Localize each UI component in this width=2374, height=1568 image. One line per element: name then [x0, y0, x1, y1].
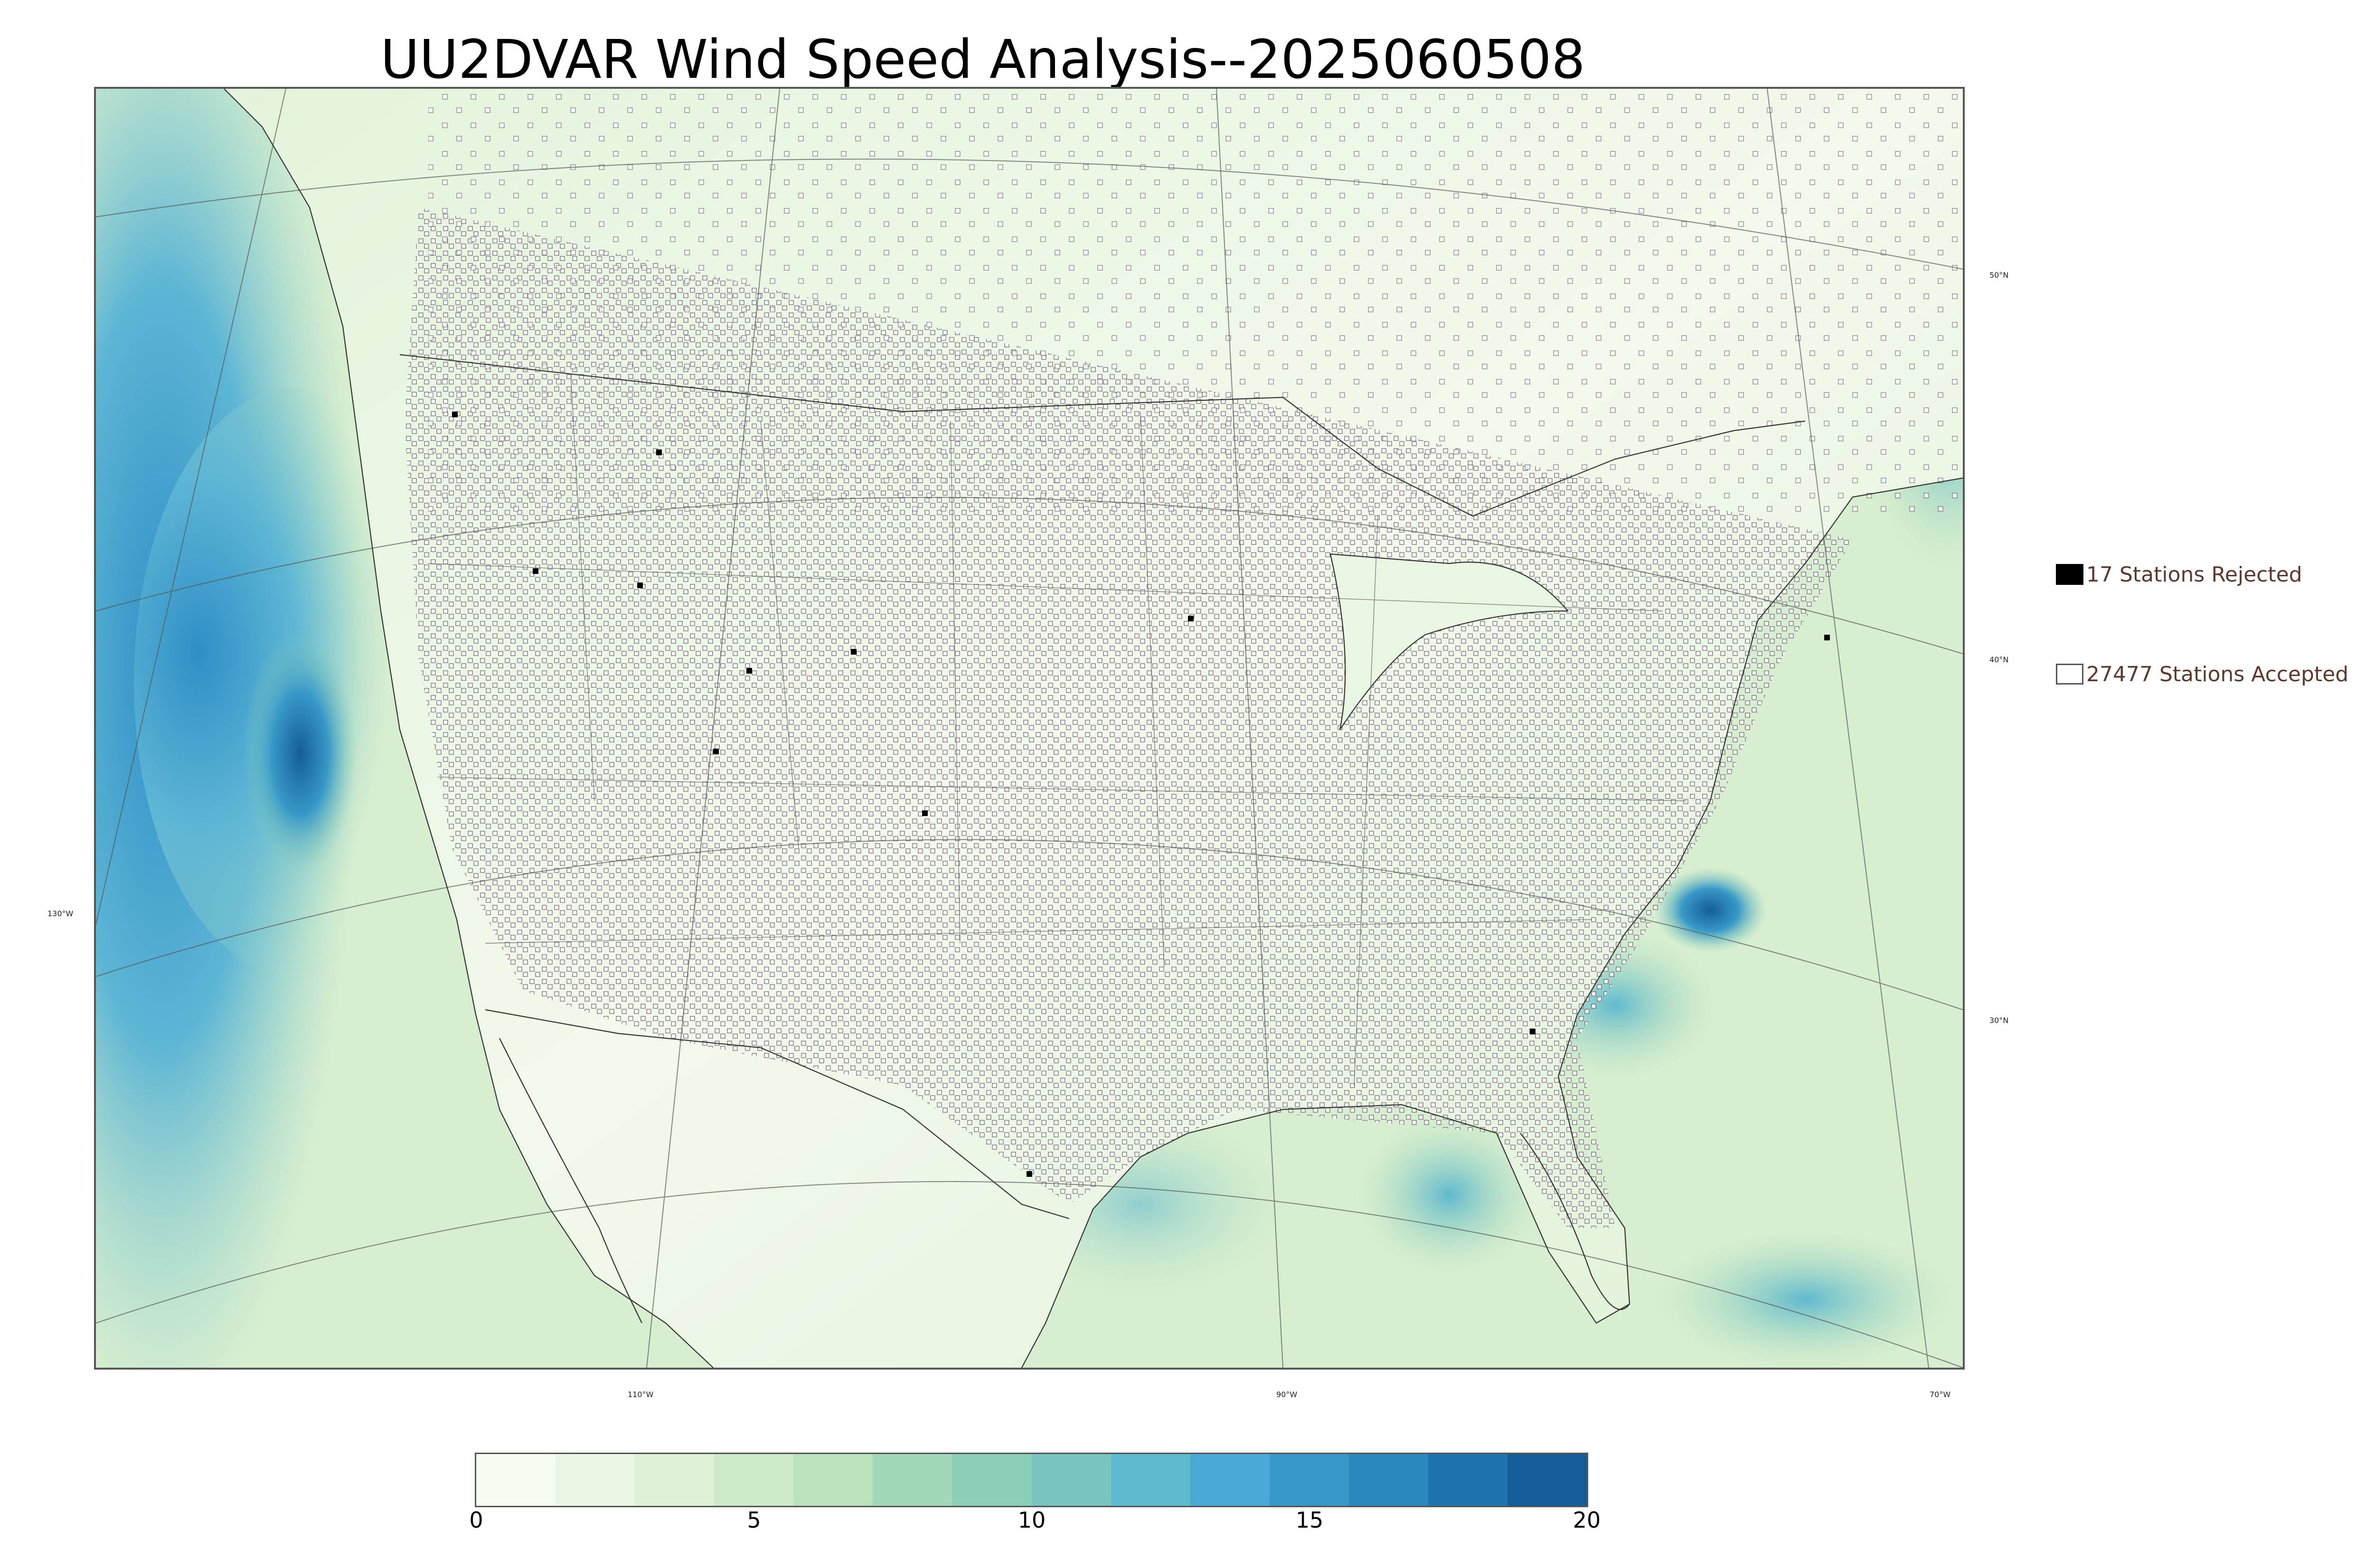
state-line [1354, 516, 1378, 1086]
rejected-station [713, 749, 719, 754]
parallel-40n [96, 497, 1963, 654]
colorbar-segment [873, 1454, 952, 1506]
colorbar-segment [476, 1454, 556, 1506]
colorbar-segment [1111, 1454, 1190, 1506]
us-mexico-border [485, 1009, 1070, 1220]
colorbar-segment [714, 1454, 794, 1506]
meridian-110w [646, 89, 780, 1368]
colorbar-segment [952, 1454, 1032, 1506]
colorbar-segment [635, 1454, 715, 1506]
map-panel [94, 87, 1965, 1370]
colorbar-segment [1269, 1454, 1349, 1506]
rejected-station [1027, 1171, 1032, 1177]
colorbar-segment [1031, 1454, 1111, 1506]
caribbean-soft-maximum [1653, 1228, 1957, 1368]
colorbar-tick-5: 5 [747, 1507, 761, 1533]
rejected-station [1824, 635, 1830, 640]
colorbar-segment [1428, 1454, 1508, 1506]
rejected-station [1530, 1029, 1536, 1034]
map-title: UU2DVAR Wind Speed Analysis--2025060508 [380, 29, 1585, 91]
lon-label-90w: 90°W [1276, 1390, 1298, 1399]
rejected-station [922, 810, 928, 816]
boundaries [224, 89, 1963, 1368]
state-line [428, 563, 1663, 611]
graticule [96, 89, 1963, 1368]
baja-california [499, 1038, 642, 1324]
rejected-stations [452, 412, 1830, 1177]
east-coastline [1021, 477, 1963, 1368]
rejected-station [452, 412, 458, 417]
west-coastline [224, 89, 714, 1368]
colorbar-tick-0: 0 [469, 1507, 483, 1533]
colorbar-segment [793, 1454, 873, 1506]
meridian-130w [96, 89, 286, 925]
legend-rejected: 17 Stations Rejected [2056, 560, 2302, 589]
colorbar-segment [1190, 1454, 1270, 1506]
rejected-station-swatch [2056, 564, 2083, 585]
meridian-70w [1767, 89, 1929, 1368]
us-canada-border [399, 354, 1806, 517]
state-line [437, 777, 1687, 801]
parallel-50n [96, 159, 1963, 270]
lat-label-30n: 30°N [1989, 1016, 2009, 1025]
colorbar-tick-20: 20 [1573, 1507, 1601, 1533]
rejected-station [851, 649, 857, 655]
state-line [485, 919, 1592, 944]
state-line [570, 373, 595, 801]
great-lakes [1329, 553, 1569, 730]
lat-label-50n: 50°N [1989, 271, 2009, 280]
wind-speed-map [96, 89, 1963, 1368]
rejected-station [746, 668, 752, 674]
rejected-station [656, 450, 662, 455]
lon-label-110w: 110°W [628, 1390, 654, 1399]
colorbar-segment [1348, 1454, 1428, 1506]
offshore-wind-core [243, 630, 357, 877]
colorbar-segment [1507, 1454, 1587, 1506]
lon-label-70w: 70°W [1930, 1390, 1951, 1399]
gulf-soft-maximum [1354, 1114, 1544, 1276]
wind-speed-colorbar [475, 1453, 1588, 1507]
rejected-station [533, 568, 538, 574]
rejected-station [1188, 616, 1194, 621]
state-line [1140, 411, 1165, 967]
colorbar-tick-10: 10 [1017, 1507, 1046, 1533]
atlantic-wind-blob [1653, 867, 1767, 953]
rejected-count-label: 17 Stations Rejected [2086, 562, 2302, 587]
lon-label-130w: 130°W [47, 909, 74, 918]
meridian-90w [1216, 89, 1283, 1368]
legend-accepted: 27477 Stations Accepted [2056, 660, 2348, 688]
rejected-station [637, 582, 643, 588]
colorbar-segment [556, 1454, 635, 1506]
accepted-station-swatch [2056, 664, 2083, 685]
lat-label-40n: 40°N [1989, 655, 2009, 664]
state-line [760, 421, 799, 849]
state-lines [428, 373, 1687, 1086]
accepted-count-label: 27477 Stations Accepted [2086, 662, 2349, 686]
parallel-30n [96, 839, 1963, 1010]
accepted-stations-sparse [428, 89, 1963, 516]
florida [1520, 1133, 1630, 1310]
parallel-20n [96, 1181, 1963, 1368]
colorbar-tick-15: 15 [1295, 1507, 1324, 1533]
state-line [950, 421, 961, 944]
